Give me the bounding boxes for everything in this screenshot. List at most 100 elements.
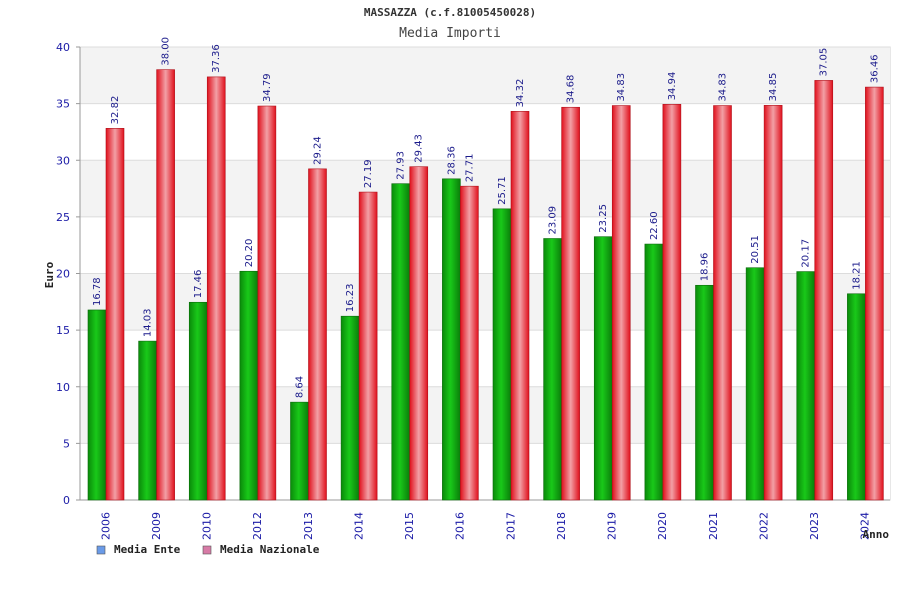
data-label-media-ente-2018: 23.09 bbox=[548, 206, 559, 235]
legend-swatch-media-nazionale bbox=[202, 545, 212, 555]
bar-media-ente-2014 bbox=[340, 315, 360, 501]
bar-media-ente-2024 bbox=[847, 293, 866, 501]
bar-media-ente-2021 bbox=[695, 284, 714, 501]
bar-media-ente-2018 bbox=[543, 238, 562, 501]
chart-title: MASSAZZA (c.f.81005450028) bbox=[364, 6, 536, 19]
x-tick-label-2016: 2016 bbox=[454, 512, 467, 540]
bar-media-nazionale-2010 bbox=[206, 76, 226, 501]
bar-media-ente-2020 bbox=[644, 243, 664, 501]
x-tick-label-2018: 2018 bbox=[555, 512, 568, 540]
bar-media-ente-2010 bbox=[188, 301, 208, 501]
x-tick-label-2021: 2021 bbox=[707, 512, 720, 540]
data-label-media-nazionale-2018: 34.68 bbox=[566, 75, 577, 104]
x-tick-label-2022: 2022 bbox=[757, 512, 770, 540]
bar-media-nazionale-2018 bbox=[561, 106, 580, 501]
data-label-media-ente-2023: 20.17 bbox=[801, 239, 812, 268]
x-tick-label-2024: 2024 bbox=[859, 512, 872, 540]
bar-media-ente-2006 bbox=[87, 309, 107, 501]
y-tick-label: 0 bbox=[63, 494, 70, 507]
x-tick-label-2010: 2010 bbox=[201, 512, 214, 540]
y-tick-label: 20 bbox=[56, 268, 70, 281]
data-label-media-ente-2016: 28.36 bbox=[446, 146, 457, 175]
x-tick-label-2013: 2013 bbox=[302, 512, 315, 540]
y-tick-label: 35 bbox=[56, 98, 70, 111]
bar-media-nazionale-2013 bbox=[308, 168, 327, 501]
data-label-media-nazionale-2021: 34.83 bbox=[718, 73, 729, 102]
data-label-media-nazionale-2020: 34.94 bbox=[667, 72, 678, 101]
chart-subtitle: Media Importi bbox=[399, 26, 501, 41]
legend-swatch-media-ente bbox=[96, 545, 106, 555]
bar-media-nazionale-2014 bbox=[358, 191, 378, 501]
x-tick-label-2017: 2017 bbox=[504, 512, 517, 540]
data-label-media-ente-2009: 14.03 bbox=[143, 308, 154, 337]
bar-media-nazionale-2019 bbox=[611, 105, 631, 501]
bars bbox=[87, 69, 884, 501]
data-label-media-nazionale-2019: 34.83 bbox=[616, 73, 627, 102]
bar-media-ente-2013 bbox=[290, 401, 309, 501]
x-tick-label-2020: 2020 bbox=[656, 512, 669, 540]
data-label-media-nazionale-2023: 37.05 bbox=[819, 48, 830, 77]
bar-media-nazionale-2022 bbox=[763, 105, 783, 501]
y-tick-label: 30 bbox=[56, 154, 70, 167]
bar-media-nazionale-2024 bbox=[865, 86, 884, 501]
data-label-media-nazionale-2022: 34.85 bbox=[768, 73, 779, 102]
bar-media-nazionale-2021 bbox=[713, 105, 732, 501]
legend-label-media-ente: Media Ente bbox=[114, 543, 181, 556]
y-tick-label: 10 bbox=[56, 381, 70, 394]
bar-media-ente-2015 bbox=[391, 183, 411, 501]
bar-media-ente-2012 bbox=[239, 270, 259, 501]
data-label-media-nazionale-2006: 32.82 bbox=[110, 96, 121, 125]
bar-media-ente-2016 bbox=[442, 178, 461, 501]
bar-media-nazionale-2020 bbox=[662, 104, 682, 501]
bar-media-nazionale-2015 bbox=[409, 166, 429, 501]
y-tick-label: 25 bbox=[56, 211, 70, 224]
bar-media-nazionale-2012 bbox=[257, 105, 277, 501]
bar-media-ente-2009 bbox=[138, 340, 157, 501]
data-label-media-ente-2024: 18.21 bbox=[851, 261, 862, 290]
data-label-media-nazionale-2009: 38.00 bbox=[161, 37, 172, 66]
bar-media-nazionale-2009 bbox=[156, 69, 175, 501]
data-labels: 16.78 32.82 14.03 38.00 17.46 37.36 20.20 34.79… bbox=[92, 37, 880, 398]
bar-media-ente-2019 bbox=[593, 236, 613, 501]
bar-media-ente-2022 bbox=[745, 267, 765, 501]
data-label-media-ente-2006: 16.78 bbox=[92, 277, 103, 306]
x-tick-label-2023: 2023 bbox=[808, 512, 821, 540]
y-axis-label: Euro bbox=[43, 261, 56, 288]
data-label-media-nazionale-2024: 36.46 bbox=[869, 54, 880, 83]
data-label-media-nazionale-2010: 37.36 bbox=[211, 44, 222, 73]
data-label-media-ente-2019: 23.25 bbox=[598, 204, 609, 233]
x-tick-label-2012: 2012 bbox=[251, 512, 264, 540]
data-label-media-ente-2022: 20.51 bbox=[750, 235, 761, 264]
data-label-media-ente-2021: 18.96 bbox=[700, 253, 711, 282]
bar-media-ente-2023 bbox=[796, 271, 816, 501]
legend-label-media-nazionale: Media Nazionale bbox=[220, 543, 320, 556]
data-label-media-ente-2017: 25.71 bbox=[497, 176, 508, 205]
data-label-media-nazionale-2017: 34.32 bbox=[515, 79, 526, 108]
y-tick-label: 5 bbox=[63, 437, 70, 450]
data-label-media-ente-2015: 27.93 bbox=[396, 151, 407, 180]
data-label-media-nazionale-2013: 29.24 bbox=[313, 136, 324, 165]
data-label-media-nazionale-2014: 27.19 bbox=[363, 159, 374, 188]
x-axis-label: Anno bbox=[863, 528, 890, 541]
x-tick-label-2015: 2015 bbox=[403, 512, 416, 540]
bar-media-nazionale-2016 bbox=[460, 185, 479, 501]
data-label-media-ente-2012: 20.20 bbox=[244, 239, 255, 268]
bar-media-nazionale-2006 bbox=[105, 128, 125, 501]
x-tick-label-2014: 2014 bbox=[352, 512, 365, 540]
data-label-media-ente-2014: 16.23 bbox=[345, 284, 356, 313]
data-label-media-ente-2020: 22.60 bbox=[649, 211, 660, 240]
x-tick-label-2009: 2009 bbox=[150, 512, 163, 540]
legend: Media Ente Media Nazionale bbox=[96, 543, 320, 556]
bar-media-nazionale-2017 bbox=[510, 111, 530, 501]
bar-media-nazionale-2023 bbox=[814, 80, 834, 501]
data-label-media-ente-2013: 8.64 bbox=[295, 376, 306, 398]
x-tick-label-2006: 2006 bbox=[99, 512, 112, 540]
x-tick-label-2019: 2019 bbox=[606, 512, 619, 540]
data-label-media-nazionale-2015: 29.43 bbox=[414, 134, 425, 163]
x-tick-labels: 2006 2009 2010 2012 2013 2014 2015 2016 2017 2018… bbox=[99, 512, 871, 540]
y-tick-label: 40 bbox=[56, 41, 70, 54]
y-tick-labels: 0 5 10 15 20 25 30 35 40 bbox=[56, 41, 70, 507]
bar-media-ente-2017 bbox=[492, 208, 512, 501]
y-tick-label: 15 bbox=[56, 324, 70, 337]
